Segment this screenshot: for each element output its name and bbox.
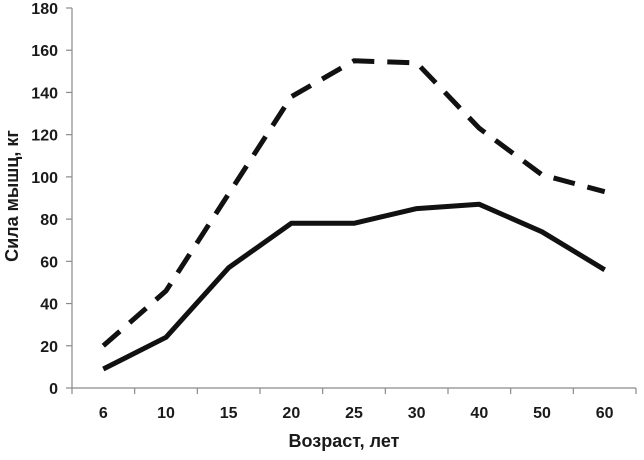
axes (66, 7, 637, 394)
tick-labels: 0 20 40 60 80 100 120 140 160 180 6 10 15 20 25 30 40 50 6… (31, 1, 613, 422)
y-tick-label: 60 (40, 254, 58, 271)
y-tick-label: 180 (31, 1, 58, 18)
x-tick-label: 15 (220, 405, 238, 422)
y-tick-label: 20 (40, 339, 58, 356)
y-tick-label: 80 (40, 212, 58, 229)
series-layer (101, 58, 606, 372)
series-line-dashed (101, 58, 606, 348)
x-axis-title: Возраст, лет (289, 431, 400, 451)
y-axis-title: Сила мышц, кг (2, 130, 22, 262)
x-tick-label: 25 (345, 405, 363, 422)
y-tick-label: 40 (40, 297, 58, 314)
series-line-solid (102, 201, 606, 372)
y-tick-label: 160 (31, 43, 58, 60)
x-tick-label: 40 (470, 405, 488, 422)
x-tick-label: 20 (282, 405, 300, 422)
x-tick-label: 60 (596, 405, 614, 422)
x-tick-label: 6 (99, 405, 108, 422)
y-tick-label: 0 (49, 381, 58, 398)
y-tick-label: 100 (31, 170, 58, 187)
x-tick-label: 50 (533, 405, 551, 422)
x-tick-label: 10 (157, 405, 175, 422)
y-tick-label: 120 (31, 128, 58, 145)
x-tick-label: 30 (408, 405, 426, 422)
y-tick-label: 140 (31, 85, 58, 102)
